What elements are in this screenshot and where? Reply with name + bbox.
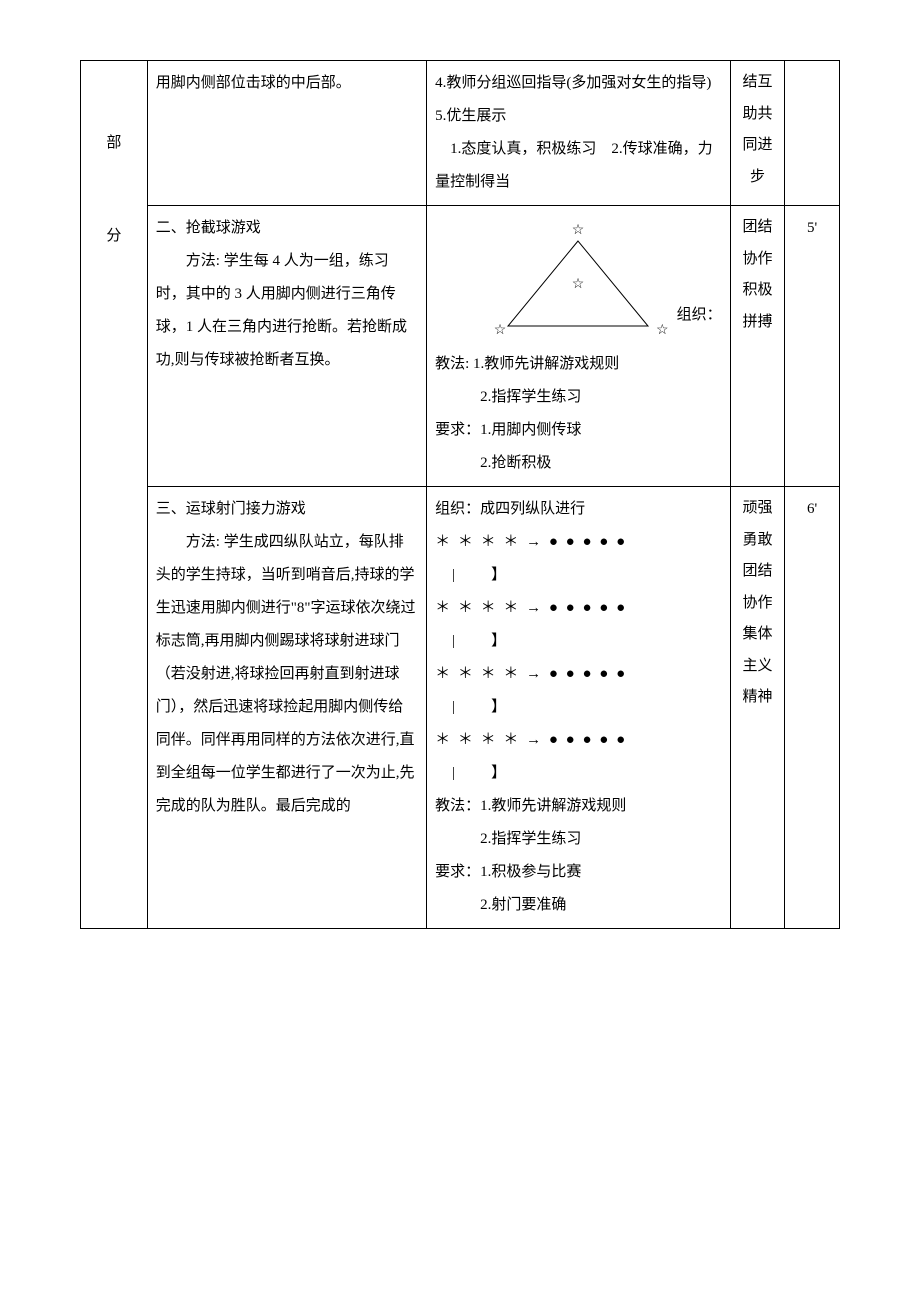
row3-time-text: 6' (793, 493, 831, 526)
svg-text:☆: ☆ (494, 323, 507, 338)
row2-time-text: 5' (793, 212, 831, 245)
row3-org-block: 教法：1.教师先讲解游戏规则 2.指挥学生练习 要求：1.积极参与比赛 2.射门… (435, 790, 722, 922)
row2-org-line-3: 2.抢断积极 (435, 447, 722, 480)
row1-content-cell: 用脚内侧部位击球的中后部。 (147, 61, 426, 206)
row1-note-cell: 结互助共同进步 (730, 61, 785, 206)
formation-row-5: | 】 (435, 691, 722, 724)
formation-row-1: | 】 (435, 559, 722, 592)
row3-note-cell: 顽强勇敢团结协作集体主义精神 (730, 487, 785, 929)
triangle-icon: ☆ ☆ ☆ ☆ (478, 216, 678, 346)
section-char-1: 部 (89, 127, 139, 160)
row1-org-line-2: 1.态度认真，积极练习 2.传球准确，力量控制得当 (435, 133, 722, 199)
formation-row-4: ＊ ＊ ＊ ＊ → ● ● ● ● ● (435, 658, 722, 691)
section-char-2: 分 (89, 220, 139, 253)
row3-org-line-3: 2.射门要准确 (435, 889, 722, 922)
row2-org-cell: ☆ ☆ ☆ ☆ 组织： 教法: 1.教师先讲解游戏规则 2.指挥学生练习 要求：… (427, 206, 731, 487)
row2-org-line-1: 2.指挥学生练习 (435, 381, 722, 414)
row3-org-line-0: 教法：1.教师先讲解游戏规则 (435, 790, 722, 823)
svg-text:☆: ☆ (572, 277, 585, 292)
row3-org-line-1: 2.指挥学生练习 (435, 823, 722, 856)
row1-note-text: 结互助共同进步 (739, 67, 777, 193)
row1-org-block: 4.教师分组巡回指导(多加强对女生的指导) 5.优生展示 1.态度认真，积极练习… (435, 67, 722, 199)
row3-note-text: 顽强勇敢团结协作集体主义精神 (739, 493, 777, 714)
row3-title: 三、运球射门接力游戏 (156, 493, 418, 526)
row3-content-cell: 三、运球射门接力游戏 方法: 学生成四纵队站立，每队排头的学生持球，当听到哨音后… (147, 487, 426, 929)
formation-row-0: ＊ ＊ ＊ ＊ → ● ● ● ● ● (435, 526, 722, 559)
formation-row-2: ＊ ＊ ＊ ＊ → ● ● ● ● ● (435, 592, 722, 625)
row2-org-block: 教法: 1.教师先讲解游戏规则 2.指挥学生练习 要求：1.用脚内侧传球 2.抢… (435, 348, 722, 480)
row2-method: 方法: 学生每 4 人为一组，练习时，其中的 3 人用脚内侧进行三角传球，1 人… (156, 245, 418, 377)
row2-title: 二、抢截球游戏 (156, 212, 418, 245)
row1-org-line-1: 5.优生展示 (435, 100, 722, 133)
svg-text:☆: ☆ (572, 223, 585, 238)
row2-org-suffix: 组织： (677, 299, 722, 332)
section-label-cell: 部 分 (81, 61, 148, 929)
formation-row-7: | 】 (435, 757, 722, 790)
row3-org-cell: 组织：成四列纵队进行 ＊ ＊ ＊ ＊ → ● ● ● ● ● | 】 ＊ ＊ ＊… (427, 487, 731, 929)
row3-org-header: 组织：成四列纵队进行 (435, 493, 722, 526)
row1-content-text: 用脚内侧部位击球的中后部。 (156, 67, 418, 100)
row3-org-line-2: 要求：1.积极参与比赛 (435, 856, 722, 889)
row2-note-cell: 团结协作积极拼搏 (730, 206, 785, 487)
formation-diagram: ＊ ＊ ＊ ＊ → ● ● ● ● ● | 】 ＊ ＊ ＊ ＊ → ● ● ● … (435, 526, 722, 790)
row1-org-line-0: 4.教师分组巡回指导(多加强对女生的指导) (435, 67, 722, 100)
row2-time-cell: 5' (785, 206, 840, 487)
row2-org-line-0: 教法: 1.教师先讲解游戏规则 (435, 348, 722, 381)
row2-note-text: 团结协作积极拼搏 (739, 212, 777, 338)
svg-text:☆: ☆ (656, 323, 669, 338)
triangle-diagram: ☆ ☆ ☆ ☆ 组织： (435, 216, 722, 346)
row3-method: 方法: 学生成四纵队站立，每队排头的学生持球，当听到哨音后,持球的学生迅速用脚内… (156, 526, 418, 823)
row3-time-cell: 6' (785, 487, 840, 929)
formation-row-3: | 】 (435, 625, 722, 658)
lesson-plan-table: 部 分 用脚内侧部位击球的中后部。 4.教师分组巡回指导(多加强对女生的指导) … (80, 60, 840, 929)
row1-time-cell (785, 61, 840, 206)
formation-row-6: ＊ ＊ ＊ ＊ → ● ● ● ● ● (435, 724, 722, 757)
row2-org-line-2: 要求：1.用脚内侧传球 (435, 414, 722, 447)
row2-content-cell: 二、抢截球游戏 方法: 学生每 4 人为一组，练习时，其中的 3 人用脚内侧进行… (147, 206, 426, 487)
row1-org-cell: 4.教师分组巡回指导(多加强对女生的指导) 5.优生展示 1.态度认真，积极练习… (427, 61, 731, 206)
